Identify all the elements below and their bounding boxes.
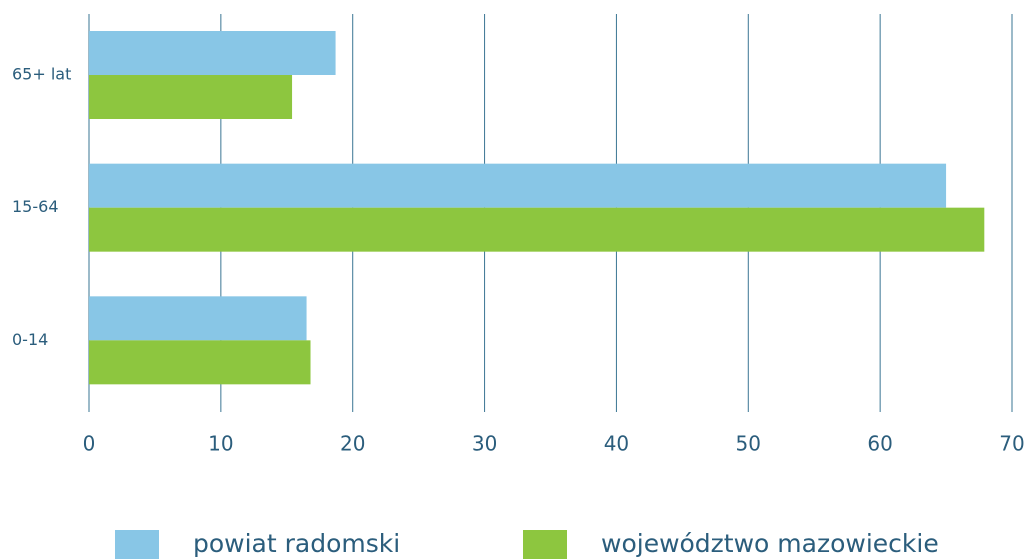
bar xyxy=(89,75,293,119)
y-tick-label: 65+ lat xyxy=(12,65,71,84)
x-tick-label: 20 xyxy=(340,432,365,456)
x-tick-label: 10 xyxy=(208,432,233,456)
x-tick-label: 0 xyxy=(83,432,96,456)
bar xyxy=(89,296,307,341)
legend-label: województwo mazowieckie xyxy=(601,529,939,558)
bar xyxy=(89,31,336,75)
bar xyxy=(89,207,985,252)
x-tick-label: 50 xyxy=(736,432,761,456)
x-tick-label: 30 xyxy=(472,432,497,456)
x-tick-label: 70 xyxy=(999,432,1024,456)
y-tick-label: 15-64 xyxy=(12,197,59,216)
legend-swatch xyxy=(523,530,567,559)
legend-label: powiat radomski xyxy=(193,529,400,558)
x-tick-label: 60 xyxy=(867,432,892,456)
x-tick-label: 40 xyxy=(604,432,629,456)
bar xyxy=(89,163,947,208)
legend-swatch xyxy=(115,530,159,559)
bar xyxy=(89,340,311,385)
y-tick-label: 0-14 xyxy=(12,330,48,349)
